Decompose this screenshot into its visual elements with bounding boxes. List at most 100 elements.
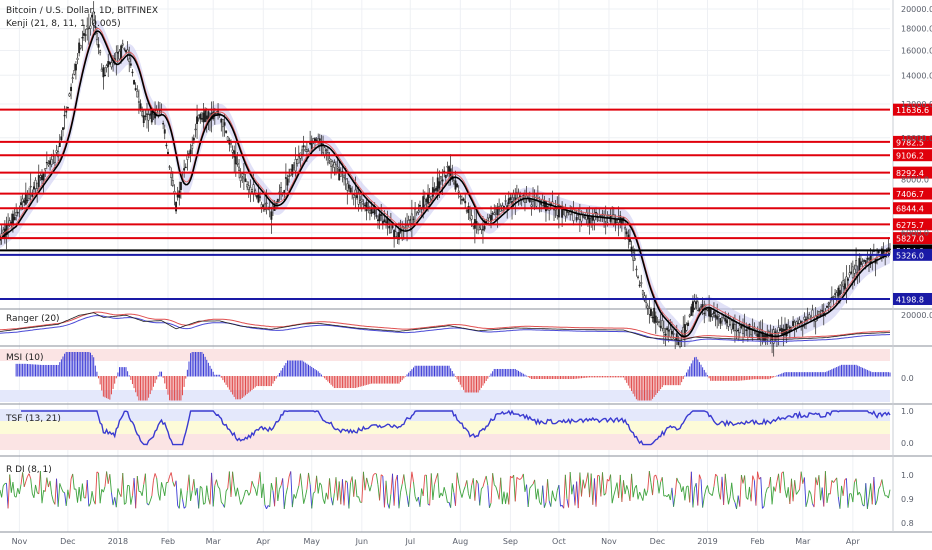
indicator-label[interactable]: Kenji (21, 8, 11, 1, 0.005)	[6, 19, 121, 29]
msi-bar	[188, 361, 190, 377]
msi-bar	[629, 376, 631, 389]
candle-body	[296, 159, 299, 165]
rdi-segment	[755, 471, 758, 506]
candle-body	[724, 318, 727, 322]
msi-bar	[514, 368, 516, 377]
rdi-segment	[765, 488, 768, 494]
tsf-label[interactable]: TSF (13, 21)	[5, 414, 61, 424]
msi-label[interactable]: MSI (10)	[6, 353, 43, 363]
candle-body	[204, 109, 207, 122]
msi-bar	[128, 375, 130, 377]
msi-bar	[162, 376, 164, 378]
rdi-segment	[762, 506, 765, 509]
candle-body	[294, 159, 297, 172]
candle-body	[318, 138, 321, 141]
rdi-segment	[540, 485, 544, 505]
rdi-segment	[732, 498, 736, 503]
candle-body	[184, 166, 187, 169]
rdi-segment	[367, 484, 371, 492]
candle-body	[436, 177, 439, 192]
candle-body	[425, 198, 428, 202]
msi-bar	[778, 374, 780, 377]
rdi-segment	[299, 473, 303, 489]
candle-body	[583, 216, 586, 219]
ranger-label[interactable]: Ranger (20)	[6, 314, 60, 324]
msi-bar	[278, 373, 280, 377]
msi-bar	[312, 368, 314, 377]
candle-body	[703, 312, 706, 315]
rdi-segment	[739, 474, 742, 507]
rdi-segment	[141, 484, 145, 496]
rdi-segment	[501, 491, 505, 505]
candle-body	[20, 202, 22, 206]
msi-bar	[595, 376, 597, 378]
msi-bar	[652, 376, 654, 399]
msi-bar	[627, 376, 629, 386]
rdi-segment	[826, 493, 830, 503]
rdi-segment	[492, 473, 495, 485]
rdi-segment	[771, 486, 775, 505]
msi-bar	[694, 357, 696, 377]
rdi-segment	[62, 491, 65, 494]
rdi-segment	[144, 473, 148, 504]
rdi-segment	[603, 493, 607, 496]
x-tick-label: Jun	[355, 537, 369, 546]
y-tick-label: 16000.0	[901, 47, 932, 56]
candle-body	[417, 210, 420, 213]
candle-body	[507, 198, 510, 205]
sub-y-tick-label: 1.0	[901, 407, 914, 416]
candle-body	[431, 187, 434, 197]
rdi-segment	[767, 486, 770, 489]
candle-body	[837, 287, 840, 297]
rdi-label[interactable]: R DI (8, 1)	[6, 465, 52, 475]
candle-body	[10, 221, 13, 224]
rdi-segment	[740, 474, 744, 484]
candle-body	[580, 214, 583, 222]
msi-bar	[65, 352, 67, 377]
candle-body	[853, 268, 856, 274]
rdi-segment	[75, 488, 78, 503]
msi-bar	[57, 364, 59, 377]
candle-body	[754, 331, 757, 334]
msi-bar	[382, 376, 384, 384]
rdi-segment	[626, 485, 629, 491]
candle-body	[725, 320, 728, 324]
candle-body	[246, 184, 249, 188]
msi-bar	[152, 376, 154, 387]
candle-body	[843, 283, 846, 290]
candle-body	[595, 211, 597, 214]
msi-bar	[679, 376, 681, 386]
rdi-segment	[747, 486, 750, 500]
rdi-segment	[193, 479, 196, 496]
msi-bar	[784, 372, 786, 377]
candle-body	[517, 193, 520, 198]
msi-bar	[697, 359, 699, 377]
msi-bar	[295, 360, 297, 377]
sub-y-tick-label: 1.0	[901, 471, 914, 480]
x-tick-label: Nov	[601, 537, 617, 546]
ma-line-red	[0, 28, 891, 335]
candle-body	[293, 165, 295, 168]
candle-body	[2, 229, 5, 233]
rdi-segment	[313, 491, 316, 494]
candle-body	[826, 306, 828, 308]
candle-body	[774, 331, 777, 334]
candle-body	[65, 110, 68, 113]
rdi-segment	[366, 477, 369, 485]
msi-bar	[18, 363, 20, 377]
msi-bar	[101, 376, 103, 391]
rdi-segment	[409, 471, 413, 489]
msi-bar	[635, 376, 637, 400]
rdi-segment	[878, 485, 881, 490]
rdi-segment	[498, 477, 502, 500]
rdi-segment	[383, 480, 387, 508]
msi-bar	[115, 376, 117, 379]
msi-bar	[199, 352, 201, 377]
rdi-segment	[270, 482, 274, 491]
rdi-segment	[98, 472, 101, 504]
rdi-segment	[241, 496, 245, 502]
msi-bar	[853, 364, 855, 377]
rdi-segment	[792, 480, 796, 502]
candle-body	[389, 224, 392, 233]
